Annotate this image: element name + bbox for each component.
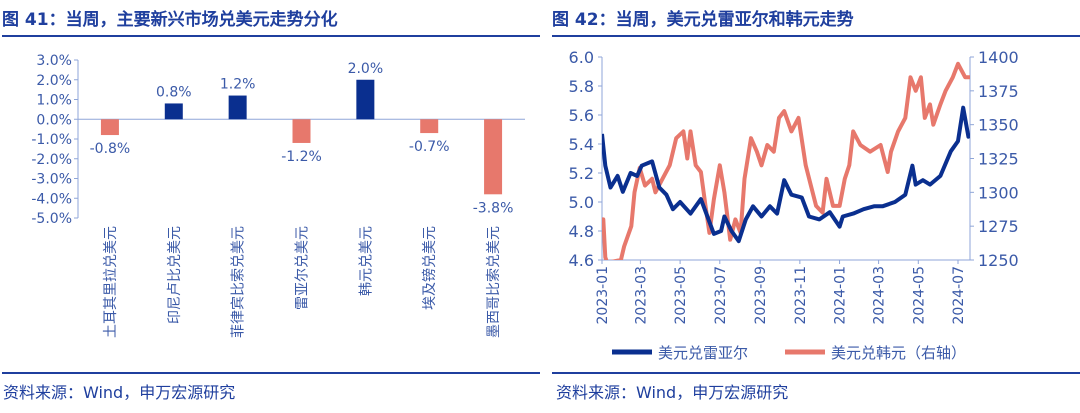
data-label: 0.8%	[156, 84, 192, 100]
y-tick-label: 3.0%	[36, 53, 72, 69]
y-tick-label: -2.0%	[31, 152, 72, 168]
legend-label-brl: 美元兑雷亚尔	[658, 344, 748, 362]
y-tick-label: -5.0%	[31, 211, 72, 227]
right-y-tick-label: 1275	[978, 217, 1019, 236]
x-tick-label: 2023-09	[753, 266, 769, 325]
right-y-tick-label: 1400	[978, 48, 1019, 67]
left-y-tick-label: 5.8	[569, 77, 594, 96]
y-tick-label: -1.0%	[31, 132, 72, 148]
brl-line	[602, 105, 970, 244]
category-label: 印尼卢比兑美元	[167, 226, 183, 324]
right-y-tick-label: 1375	[978, 82, 1019, 101]
right-y-tick-label: 1250	[978, 251, 1019, 270]
left-y-tick-label: 6.0	[569, 48, 594, 67]
x-tick-label: 2023-05	[673, 266, 689, 325]
legend-label-krw: 美元兑韩元（右轴）	[831, 344, 966, 362]
bar	[484, 119, 503, 195]
left-y-tick-label: 5.4	[569, 135, 594, 154]
x-tick-label: 2024-05	[911, 266, 927, 325]
x-tick-label: 2024-07	[951, 266, 967, 325]
data-label: -0.8%	[90, 141, 131, 157]
bar-chart: 3.0% 2.0% 1.0% 0.0% -1.0% -2.0% -3.0% -4.0% -5.0…	[31, 53, 525, 338]
krw-line	[602, 61, 970, 260]
x-tick-label: 2023-03	[633, 266, 649, 325]
bar	[100, 119, 119, 136]
category-label: 墨西哥比索兑美元	[485, 226, 502, 338]
y-tick-label: 0.0%	[36, 112, 72, 128]
category-label: 埃及镑兑美元	[422, 226, 438, 310]
x-tick-label: 2024-01	[833, 266, 849, 325]
chart-42-source: 资料来源：Wind，申万宏源研究	[556, 383, 788, 402]
left-y-tick-label: 5.2	[569, 164, 594, 183]
bar	[420, 119, 439, 134]
left-y-tick-label: 5.6	[569, 106, 594, 125]
data-label: 2.0%	[348, 61, 384, 77]
bar	[356, 79, 375, 120]
right-y-tick-label: 1300	[978, 183, 1019, 202]
left-y-tick-label: 4.8	[569, 222, 594, 241]
left-y-tick-label: 5.0	[569, 193, 594, 212]
x-tick-label: 2023-01	[595, 266, 611, 325]
x-tick-label: 2023-07	[713, 266, 729, 325]
y-tick-label: 2.0%	[36, 73, 72, 89]
y-tick-label: -4.0%	[31, 191, 72, 207]
data-label: 1.2%	[220, 77, 256, 93]
chart-41-title: 图 41：当周，主要新兴市场兑美元走势分化	[2, 9, 338, 30]
x-tick-label: 2023-11	[793, 266, 809, 325]
data-label: -0.7%	[409, 139, 450, 155]
x-tick-label: 2024-03	[872, 266, 888, 325]
category-label: 菲律宾比索兑美元	[230, 226, 247, 338]
data-label: -1.2%	[281, 149, 322, 165]
category-label: 韩元兑美元	[358, 226, 374, 296]
chart-41-source: 资料来源：Wind，申万宏源研究	[3, 383, 235, 402]
bar	[228, 95, 247, 120]
left-y-tick-label: 4.6	[569, 251, 594, 270]
y-tick-label: -3.0%	[31, 172, 72, 188]
bar	[164, 103, 183, 120]
right-y-tick-label: 1350	[978, 116, 1019, 135]
y-tick-label: 1.0%	[36, 93, 72, 109]
chart-42-title: 图 42：当周，美元兑雷亚尔和韩元走势	[552, 9, 854, 30]
line-chart: 6.0 5.8 5.6 5.4 5.2 5.0 4.8 4.6 1400 1375 1350 1325…	[569, 48, 1019, 362]
bar	[292, 119, 311, 143]
data-label: -3.8%	[473, 200, 514, 216]
category-label: 雷亚尔兑美元	[295, 226, 311, 310]
right-y-tick-label: 1325	[978, 150, 1019, 169]
category-label: 土耳其里拉兑美元	[103, 226, 119, 338]
